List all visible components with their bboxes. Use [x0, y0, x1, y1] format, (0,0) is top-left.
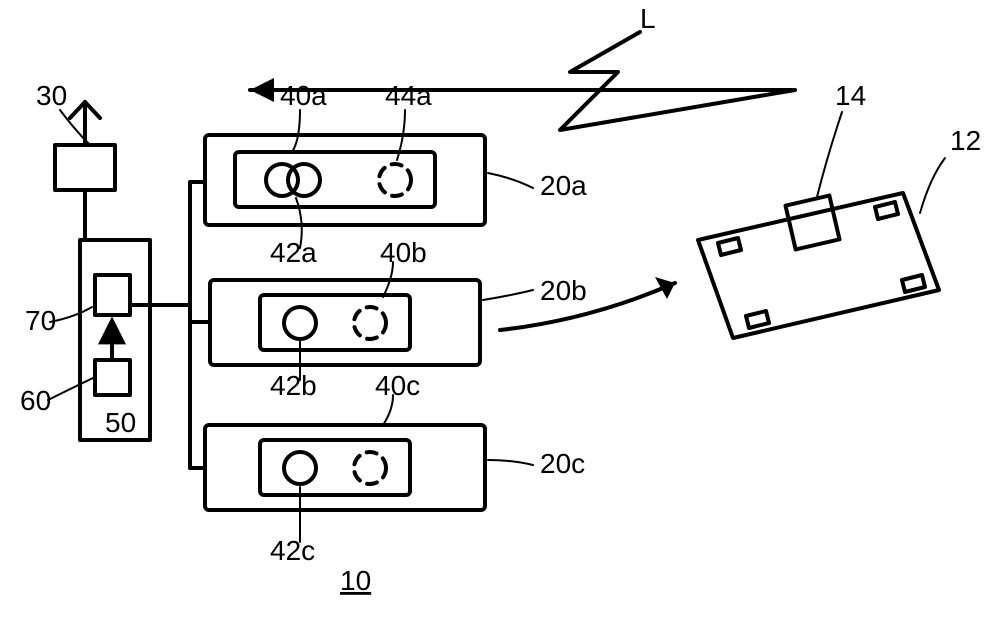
- car-outline: [698, 193, 939, 338]
- car-wheel-3: [902, 275, 925, 292]
- car-wheel-2: [746, 311, 769, 328]
- arrow-L-path: [250, 32, 795, 130]
- box-b30: [55, 145, 115, 190]
- box-b20b: [210, 280, 480, 365]
- box-b14: [786, 196, 840, 250]
- box-b70: [95, 275, 130, 315]
- leader-l20a: [488, 173, 533, 188]
- bus-up: [190, 182, 205, 305]
- leader-l12: [920, 158, 945, 213]
- box-b60: [95, 360, 130, 395]
- diagram-canvas: L 30 14 12 40a 44a 20a 42a 40b 20b 70 60 50 42b 40c 20c…: [0, 0, 1000, 629]
- box-b20c: [205, 425, 485, 510]
- leader-l70: [50, 307, 92, 322]
- label-l44a: 44a: [385, 80, 432, 111]
- leader-l40a: [292, 110, 300, 152]
- label-l42c: 42c: [270, 535, 315, 566]
- bus-down: [190, 305, 205, 468]
- label-L: L: [640, 3, 656, 34]
- label-l42b: 42b: [270, 370, 317, 401]
- circle-c44a: [379, 164, 411, 196]
- label-l70: 70: [25, 305, 56, 336]
- circle-c42a_2: [288, 164, 320, 196]
- label-l20c: 20c: [540, 448, 585, 479]
- label-l30: 30: [36, 80, 67, 111]
- label-l10: 10: [340, 565, 371, 596]
- label-l40b: 40b: [380, 237, 427, 268]
- circle-c40c: [354, 452, 386, 484]
- label-l40a: 40a: [280, 80, 327, 111]
- leader-l20c: [488, 460, 533, 465]
- conn-antenna_l: [70, 102, 85, 118]
- car-wheel-0: [718, 238, 741, 255]
- label-l20a: 20a: [540, 170, 587, 201]
- box-b20a: [205, 135, 485, 225]
- circle-c42c: [284, 452, 316, 484]
- car-wheel-1: [875, 202, 898, 219]
- label-l12: 12: [950, 125, 981, 156]
- circle-c42b: [284, 307, 316, 339]
- label-l20b: 20b: [540, 275, 587, 306]
- leader-l14: [817, 112, 842, 197]
- arrow-to-car-path: [500, 283, 675, 330]
- circle-c40b: [354, 307, 386, 339]
- label-l42a: 42a: [270, 237, 317, 268]
- label-l50: 50: [105, 407, 136, 438]
- bus-mid: [190, 305, 210, 322]
- label-l14: 14: [835, 80, 866, 111]
- leader-l20b: [483, 290, 533, 300]
- leader-l60: [48, 378, 93, 400]
- conn-antenna_r: [85, 102, 100, 118]
- arrow-L-head: [250, 78, 274, 102]
- label-l40c: 40c: [375, 370, 420, 401]
- label-l60: 60: [20, 385, 51, 416]
